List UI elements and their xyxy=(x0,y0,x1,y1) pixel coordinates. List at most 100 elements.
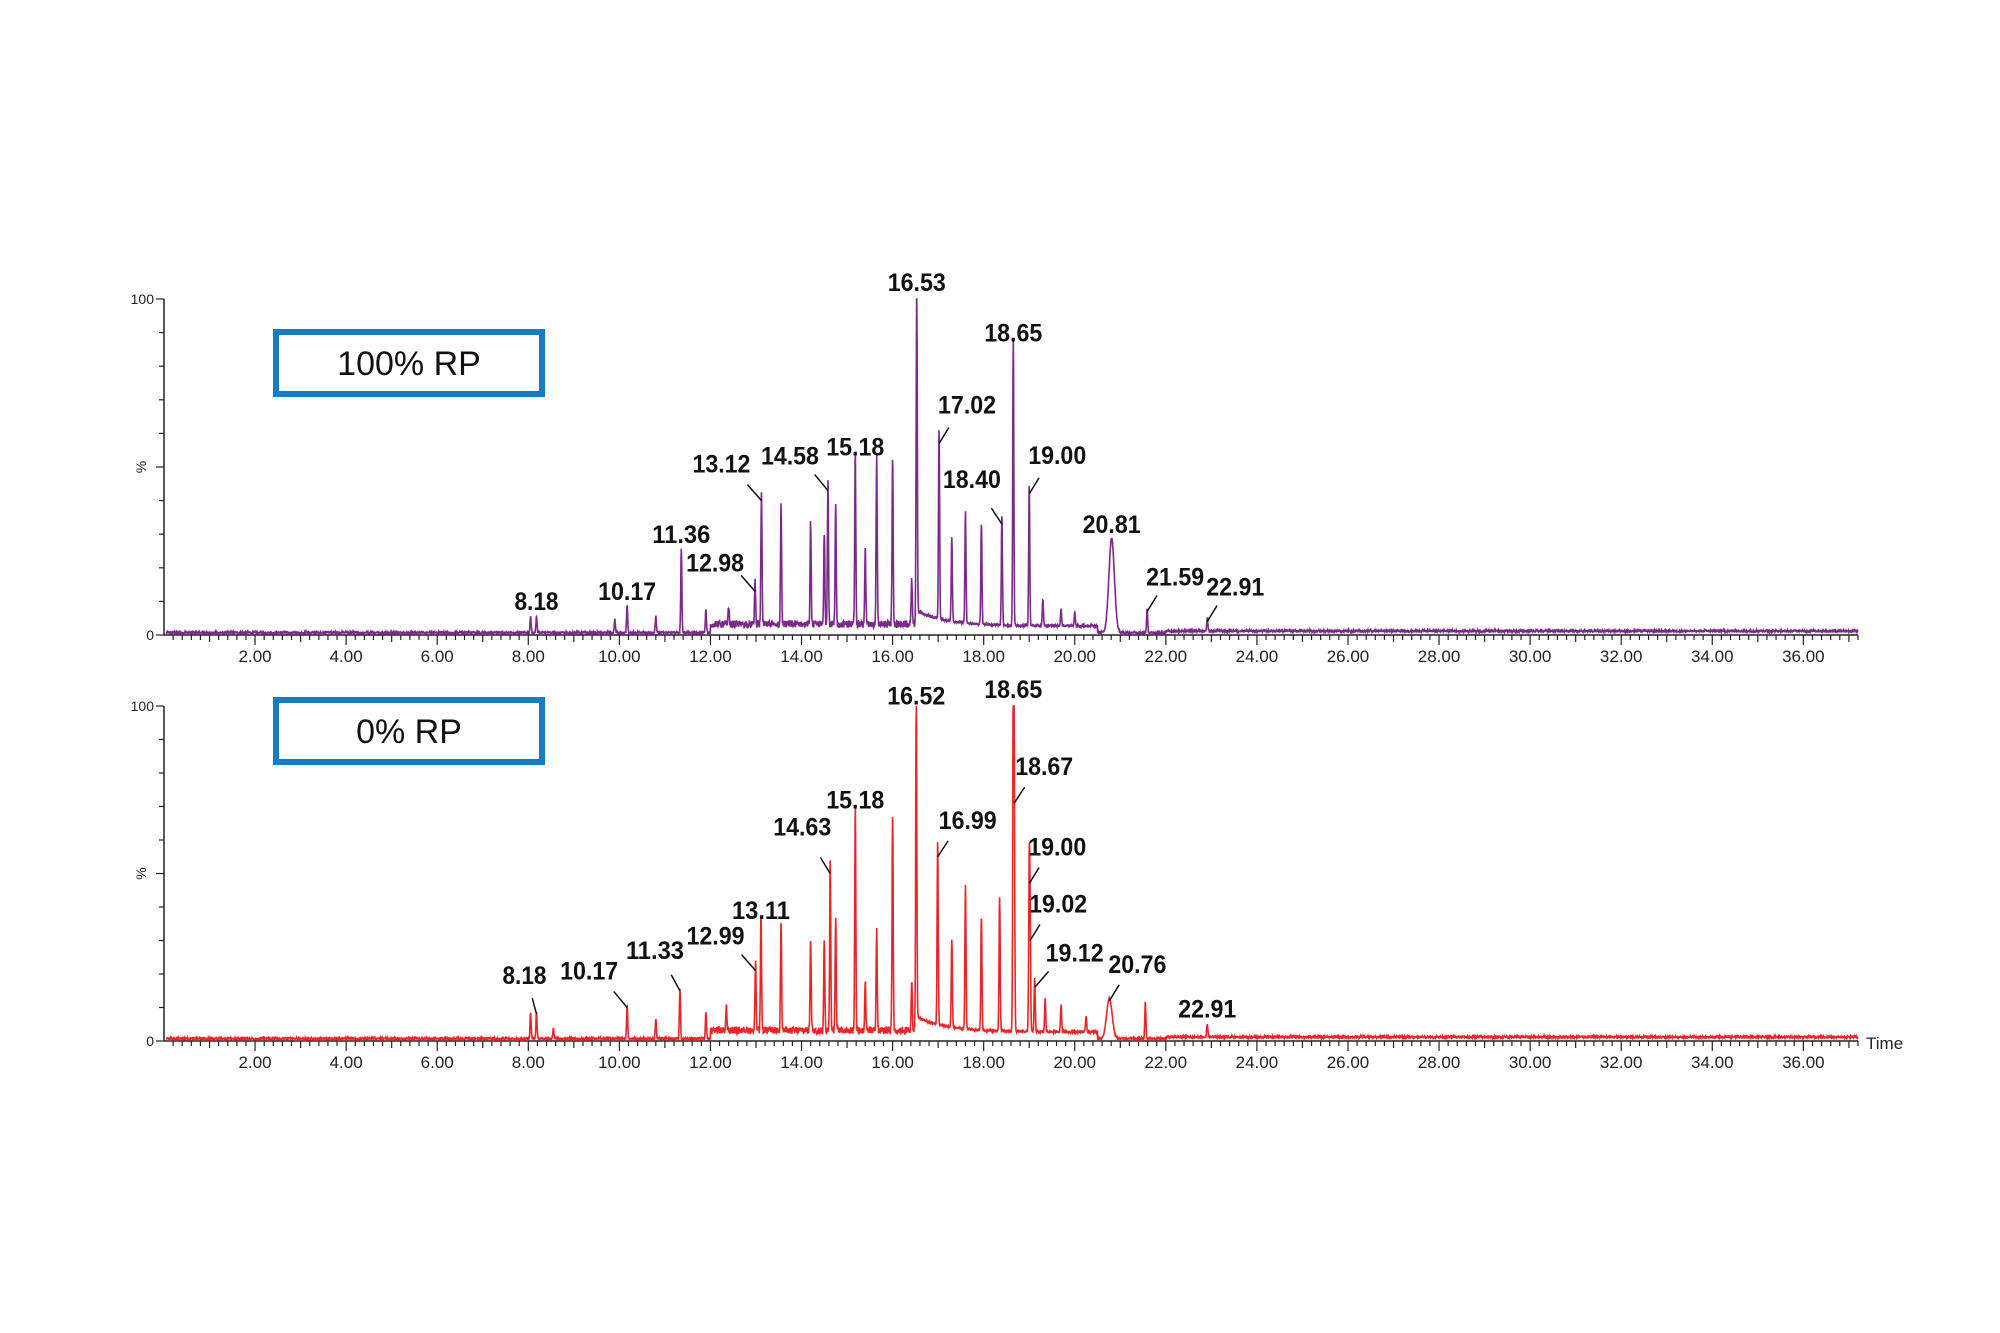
x-tick-label: 28.00 xyxy=(1418,647,1461,666)
peak-label: 13.12 xyxy=(692,451,750,479)
peak-label-leader xyxy=(670,974,681,992)
peak-label: 18.65 xyxy=(984,676,1042,704)
x-tick-label: 4.00 xyxy=(330,1053,363,1072)
chromatogram-panel-100-rp: 0 100% 2.00 4.00 6.00 8.00 10.00 12.00 14.00 16.0… xyxy=(131,269,1859,666)
x-axis-label: Time xyxy=(1866,1034,1903,1053)
legend-box-label: 0% RP xyxy=(356,713,462,751)
peak-label: 18.65 xyxy=(984,319,1042,347)
peak-label: 18.67 xyxy=(1015,753,1073,781)
y-axis-label: % xyxy=(133,867,149,879)
peak-label: 15.18 xyxy=(826,787,884,815)
peak-label: 19.00 xyxy=(1028,834,1086,862)
peak-label-leader xyxy=(990,507,1003,525)
chromatogram-trace xyxy=(165,705,1859,1043)
peak-label: 15.18 xyxy=(826,434,884,462)
x-tick-label: 16.00 xyxy=(871,1053,914,1072)
peak-label-leader xyxy=(814,474,829,491)
x-tick-label: 6.00 xyxy=(421,647,454,666)
x-tick-label: 6.00 xyxy=(421,1053,454,1072)
x-tick-label: 22.00 xyxy=(1145,1053,1188,1072)
legend-box-label: 100% RP xyxy=(337,345,481,383)
x-tick-label: 20.00 xyxy=(1053,1053,1096,1072)
peak-label: 16.52 xyxy=(887,683,945,711)
peak-label: 22.91 xyxy=(1206,574,1264,602)
x-tick-label: 28.00 xyxy=(1418,1053,1461,1072)
peak-label: 10.17 xyxy=(598,578,656,606)
peak-label-leader xyxy=(937,840,949,858)
peak-label: 20.81 xyxy=(1083,511,1141,539)
peak-label-leader xyxy=(1034,970,1050,988)
y-tick-label: 100 xyxy=(131,698,155,714)
x-tick-label: 30.00 xyxy=(1509,647,1552,666)
x-tick-label: 34.00 xyxy=(1691,647,1734,666)
x-tick-label: 24.00 xyxy=(1236,1053,1279,1072)
y-tick-label: 0 xyxy=(146,627,154,643)
peak-label-leader xyxy=(1029,924,1041,941)
chromatogram-trace xyxy=(165,298,1859,637)
peak-label-leader xyxy=(740,574,756,592)
x-tick-label: 26.00 xyxy=(1327,647,1370,666)
x-tick-label: 20.00 xyxy=(1053,647,1096,666)
y-tick-label: 0 xyxy=(146,1033,154,1049)
peak-label: 19.02 xyxy=(1029,891,1087,919)
peak-label-leader xyxy=(531,998,538,1015)
peak-label: 13.11 xyxy=(732,897,790,925)
peak-label: 11.36 xyxy=(652,521,710,549)
peak-label-leader xyxy=(1028,477,1040,495)
x-tick-label: 36.00 xyxy=(1782,647,1825,666)
x-tick-label: 32.00 xyxy=(1600,647,1643,666)
peak-label: 10.17 xyxy=(560,958,618,986)
peak-label-leader xyxy=(746,484,763,502)
peak-label: 14.63 xyxy=(773,814,831,842)
peak-label-leader xyxy=(740,954,757,972)
x-tick-label: 12.00 xyxy=(689,1053,732,1072)
x-tick-label: 18.00 xyxy=(962,1053,1005,1072)
peak-label-leader xyxy=(1013,786,1026,804)
peak-label-leader xyxy=(1206,605,1218,622)
x-tick-label: 10.00 xyxy=(598,647,641,666)
peak-label: 11.33 xyxy=(626,937,684,965)
peak-label: 19.12 xyxy=(1046,939,1104,967)
x-tick-label: 4.00 xyxy=(330,647,363,666)
x-tick-label: 36.00 xyxy=(1782,1053,1825,1072)
x-tick-label: 14.00 xyxy=(780,647,823,666)
peak-label: 18.40 xyxy=(943,466,1001,494)
x-tick-label: 30.00 xyxy=(1509,1053,1552,1072)
x-tick-label: 8.00 xyxy=(512,647,545,666)
peak-label-leader xyxy=(1108,984,1120,1002)
y-tick-label: 100 xyxy=(131,291,155,307)
x-tick-label: 22.00 xyxy=(1145,647,1188,666)
peak-label-leader xyxy=(1028,867,1040,884)
x-tick-label: 2.00 xyxy=(239,1053,272,1072)
chromatogram-panel-0-rp: 0 100% 2.00 4.00 6.00 8.00 10.00 12.00 14.00 16.0… xyxy=(131,676,1904,1072)
peak-label-leader xyxy=(613,991,628,1008)
peak-label-leader xyxy=(938,427,950,444)
x-tick-label: 14.00 xyxy=(780,1053,823,1072)
peak-label: 16.99 xyxy=(939,807,997,835)
peak-label: 12.98 xyxy=(686,549,744,577)
legend-box xyxy=(273,697,545,765)
peak-label-leader xyxy=(1146,595,1158,612)
x-tick-label: 18.00 xyxy=(962,647,1005,666)
x-tick-label: 2.00 xyxy=(239,647,272,666)
x-tick-label: 12.00 xyxy=(689,647,732,666)
x-tick-label: 10.00 xyxy=(598,1053,641,1072)
peak-label: 17.02 xyxy=(938,391,996,419)
peak-label: 21.59 xyxy=(1146,563,1204,591)
peak-label-leader xyxy=(819,857,831,874)
x-tick-label: 8.00 xyxy=(512,1053,545,1072)
legend-box xyxy=(273,329,545,397)
x-tick-label: 26.00 xyxy=(1327,1053,1370,1072)
x-tick-label: 24.00 xyxy=(1236,647,1279,666)
peak-label: 14.58 xyxy=(761,443,819,471)
peak-label: 19.00 xyxy=(1028,442,1086,470)
peak-label: 20.76 xyxy=(1108,951,1166,979)
peak-label: 12.99 xyxy=(687,923,745,951)
x-tick-label: 16.00 xyxy=(871,647,914,666)
peak-label: 8.18 xyxy=(514,588,558,616)
x-tick-label: 34.00 xyxy=(1691,1053,1734,1072)
peak-label: 8.18 xyxy=(502,962,546,990)
peak-label: 22.91 xyxy=(1178,996,1236,1024)
peak-label: 16.53 xyxy=(888,269,946,297)
